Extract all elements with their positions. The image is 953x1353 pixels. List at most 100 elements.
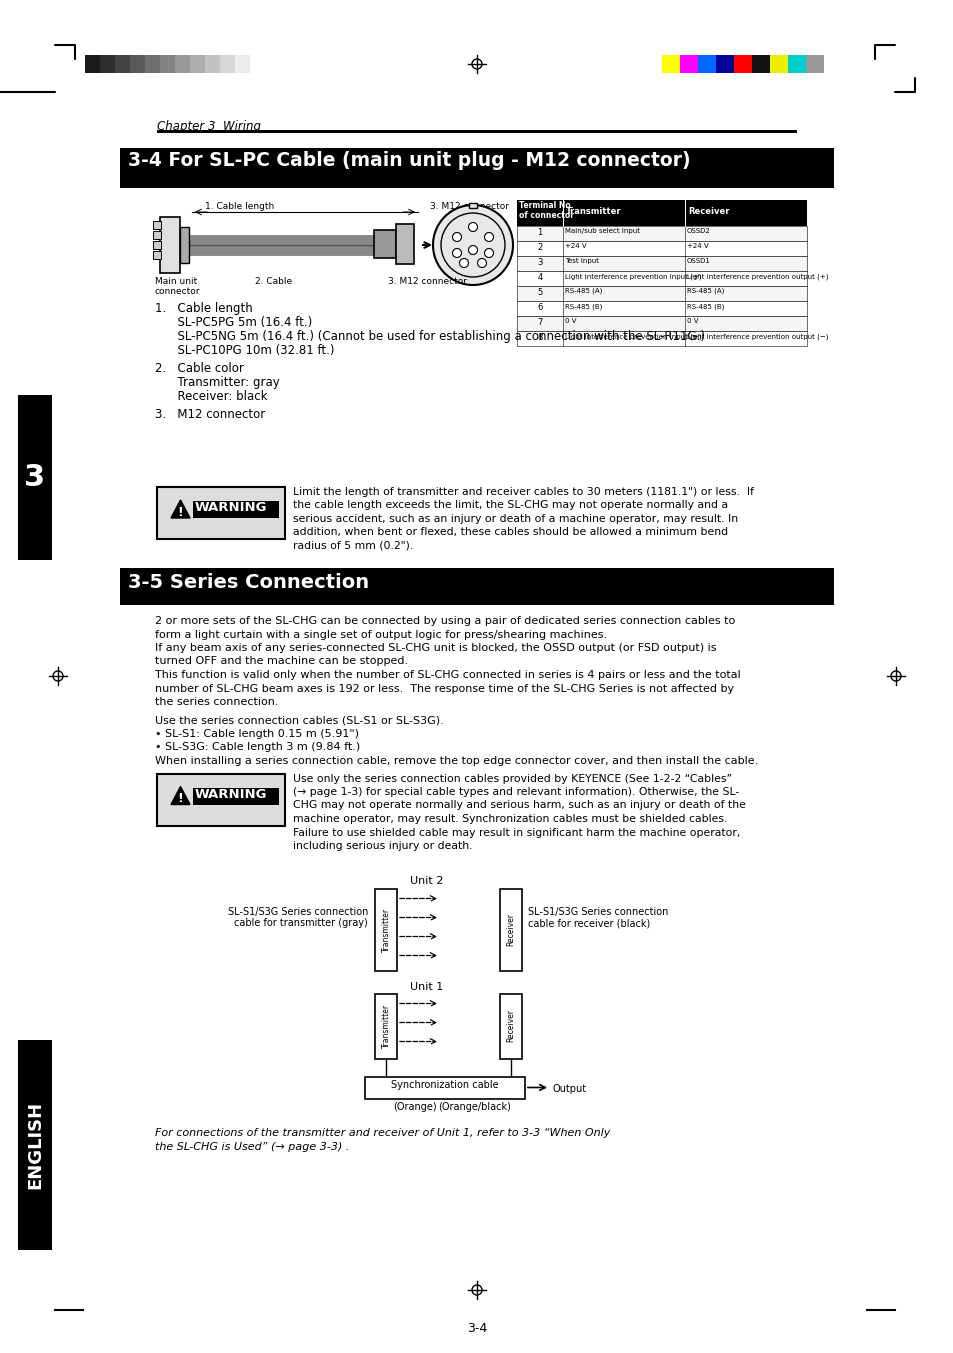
Bar [120,568,833,605]
Circle shape [484,249,493,257]
Bar [120,147,833,188]
Bar [250,55,265,73]
Text: For connections of the transmitter and receiver of Unit 1, refer to 3-3 “When On: For connections of the transmitter and r… [154,1128,610,1138]
Bar [85,55,100,73]
Bar [374,230,395,258]
Text: 3.   M12 connector: 3. M12 connector [154,409,265,421]
Text: Failure to use shielded cable may result in significant harm the machine operato: Failure to use shielded cable may result… [293,828,740,838]
Bar [661,55,679,73]
Bar [517,256,806,271]
Bar [190,55,205,73]
Bar [152,252,161,258]
Bar [517,331,806,346]
Text: Transmitter: Transmitter [381,908,390,951]
Bar [234,55,250,73]
Bar [157,130,796,133]
Text: SL-PC5PG 5m (16.4 ft.): SL-PC5PG 5m (16.4 ft.) [154,317,312,329]
Circle shape [459,258,468,268]
Text: Main/sub select input: Main/sub select input [564,229,639,234]
Text: 1.   Cable length: 1. Cable length [154,302,253,315]
Bar [193,501,278,518]
Text: Receiver: Receiver [506,1009,515,1042]
Bar [205,55,220,73]
Bar [517,300,806,317]
Text: SL-S1/S3G Series connection
cable for receiver (black): SL-S1/S3G Series connection cable for re… [527,907,668,928]
Text: 7: 7 [537,318,542,327]
Bar [180,227,189,262]
Bar [517,200,806,226]
Polygon shape [171,786,190,805]
Text: form a light curtain with a single set of output logic for press/shearing machin: form a light curtain with a single set o… [154,629,606,640]
Bar [193,787,278,805]
Text: 2.   Cable color: 2. Cable color [154,363,244,375]
Bar [698,55,716,73]
Text: Receiver: black: Receiver: black [154,390,267,403]
Text: including serious injury or death.: including serious injury or death. [293,842,472,851]
Bar [100,55,115,73]
Bar [18,1040,52,1250]
Text: +24 V: +24 V [564,244,586,249]
Text: Limit the length of transmitter and receiver cables to 30 meters (1181.1") or le: Limit the length of transmitter and rece… [293,487,753,497]
Text: 6: 6 [461,261,465,265]
Bar [395,225,414,264]
Bar [517,285,806,300]
Bar [145,55,160,73]
Bar [469,203,476,208]
Text: (→ page 1-3) for special cable types and relevant information). Otherwise, the S: (→ page 1-3) for special cable types and… [293,787,739,797]
Text: 3. M12 connector: 3. M12 connector [430,202,509,211]
Bar [517,226,806,241]
Text: 2 or more sets of the SL-CHG can be connected by using a pair of dedicated serie: 2 or more sets of the SL-CHG can be conn… [154,616,735,626]
Text: Transmitter: Transmitter [381,1004,390,1047]
Text: • SL-S1: Cable length 0.15 m (5.91"): • SL-S1: Cable length 0.15 m (5.91") [154,729,358,739]
Text: 0 V: 0 V [686,318,698,323]
Bar [733,55,751,73]
Text: number of SL-CHG beam axes is 192 or less.  The response time of the SL-CHG Seri: number of SL-CHG beam axes is 192 or les… [154,683,734,694]
Text: 2: 2 [455,234,458,239]
Bar [365,1077,524,1099]
Text: the series connection.: the series connection. [154,697,278,708]
Circle shape [477,258,486,268]
Text: 3-4 For SL-PC Cable (main unit plug - M12 connector): 3-4 For SL-PC Cable (main unit plug - M1… [128,152,690,170]
Text: Output: Output [553,1084,586,1093]
Bar [375,993,396,1058]
Text: !: ! [177,793,183,805]
Bar [517,317,806,331]
Bar [499,889,521,970]
Bar [517,271,806,285]
Text: Unit 1: Unit 1 [410,981,443,992]
Text: Synchronization cable: Synchronization cable [391,1080,498,1089]
Text: WARNING: WARNING [194,501,267,514]
Polygon shape [171,501,190,518]
Bar [716,55,733,73]
Text: Receiver: Receiver [506,913,515,946]
Bar [152,221,161,229]
Text: Light interference prevention output (+): Light interference prevention output (+) [686,273,827,280]
Bar [517,241,806,256]
Bar [375,889,396,970]
Text: 2. Cable: 2. Cable [254,277,292,285]
Text: Light interference prevention output (−): Light interference prevention output (−) [686,333,827,340]
Text: 3. M12 connector: 3. M12 connector [388,277,467,285]
Text: Light interference prevention input (−): Light interference prevention input (−) [564,333,700,340]
Text: SL-S1/S3G Series connection
cable for transmitter (gray): SL-S1/S3G Series connection cable for tr… [228,907,368,928]
Text: 3: 3 [537,258,542,267]
Bar [769,55,787,73]
Circle shape [484,233,493,241]
Text: OSSD2: OSSD2 [686,229,710,234]
Bar [679,55,698,73]
Text: RS-485 (A): RS-485 (A) [686,288,723,295]
Text: 5: 5 [537,288,542,298]
Text: 1: 1 [537,229,542,237]
Text: SL-PC10PG 10m (32.81 ft.): SL-PC10PG 10m (32.81 ft.) [154,344,335,357]
Bar [220,55,234,73]
Text: 3-5 Series Connection: 3-5 Series Connection [128,574,369,593]
Text: Use the series connection cables (SL-S1 or SL-S3G).: Use the series connection cables (SL-S1 … [154,716,443,725]
Text: 4: 4 [455,250,458,256]
Text: 6: 6 [537,303,542,313]
Text: OSSD1: OSSD1 [686,258,710,264]
Text: +24 V: +24 V [686,244,708,249]
Bar [157,774,285,825]
Circle shape [468,245,477,254]
Circle shape [468,222,477,231]
Text: Test input: Test input [564,258,598,264]
